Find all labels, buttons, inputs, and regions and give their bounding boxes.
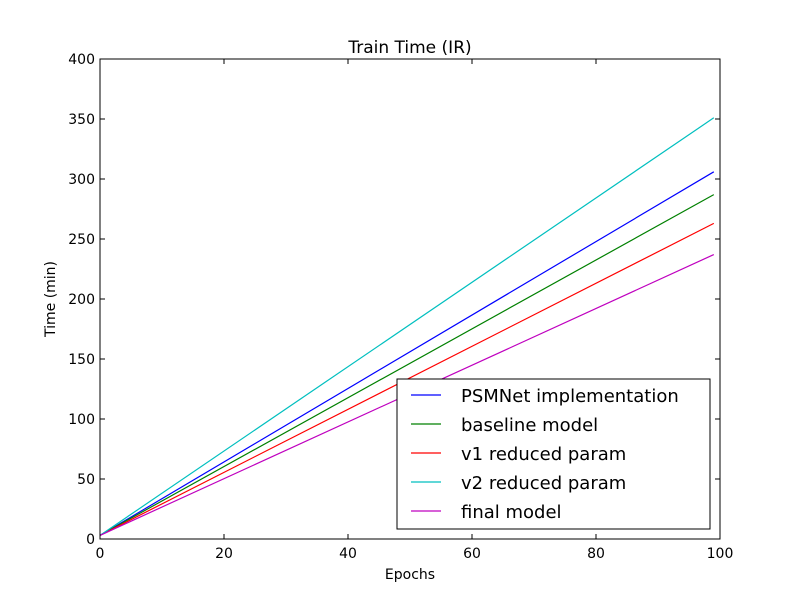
legend-items: PSMNet implementation baseline model v1 re… [411, 386, 679, 523]
y-axis-label: Time (min) [43, 261, 59, 338]
x-tick-label-2: 40 [339, 546, 357, 562]
series-line-3 [99, 117, 715, 536]
x-tick-label-0: 0 [96, 546, 105, 562]
legend-label-0: PSMNet implementation [461, 386, 679, 407]
series-line-0 [99, 171, 715, 536]
legend-box [396, 378, 711, 530]
y-tick-label-4: 200 [68, 292, 95, 308]
x-tick-label-1: 20 [215, 546, 233, 562]
chart-title: Train Time (IR) [347, 38, 471, 58]
y-tick-label-6: 300 [68, 172, 95, 188]
y-tick-label-1: 50 [77, 472, 95, 488]
tick-layer: 0 20 40 60 80 100 0 50 100 150 200 250 300 350 400 [68, 52, 733, 562]
legend-label-4: final model [461, 502, 562, 523]
x-tick-label-4: 80 [587, 546, 605, 562]
legend-label-2: v1 reduced param [461, 444, 626, 465]
legend-label-1: baseline model [461, 415, 598, 436]
x-tick-label-3: 60 [463, 546, 481, 562]
y-tick-label-7: 350 [68, 112, 95, 128]
legend-label-3: v2 reduced param [461, 473, 626, 494]
y-tick-label-0: 0 [86, 532, 95, 548]
y-tick-label-8: 400 [68, 52, 95, 68]
legend: PSMNet implementation baseline model v1 re… [396, 378, 711, 530]
series-line-1 [99, 194, 715, 536]
x-axis-label: Epochs [385, 567, 435, 583]
y-tick-label-2: 100 [68, 412, 95, 428]
y-tick-label-5: 250 [68, 232, 95, 248]
x-tick-label-5: 100 [707, 546, 734, 562]
y-tick-label-3: 150 [68, 352, 95, 368]
